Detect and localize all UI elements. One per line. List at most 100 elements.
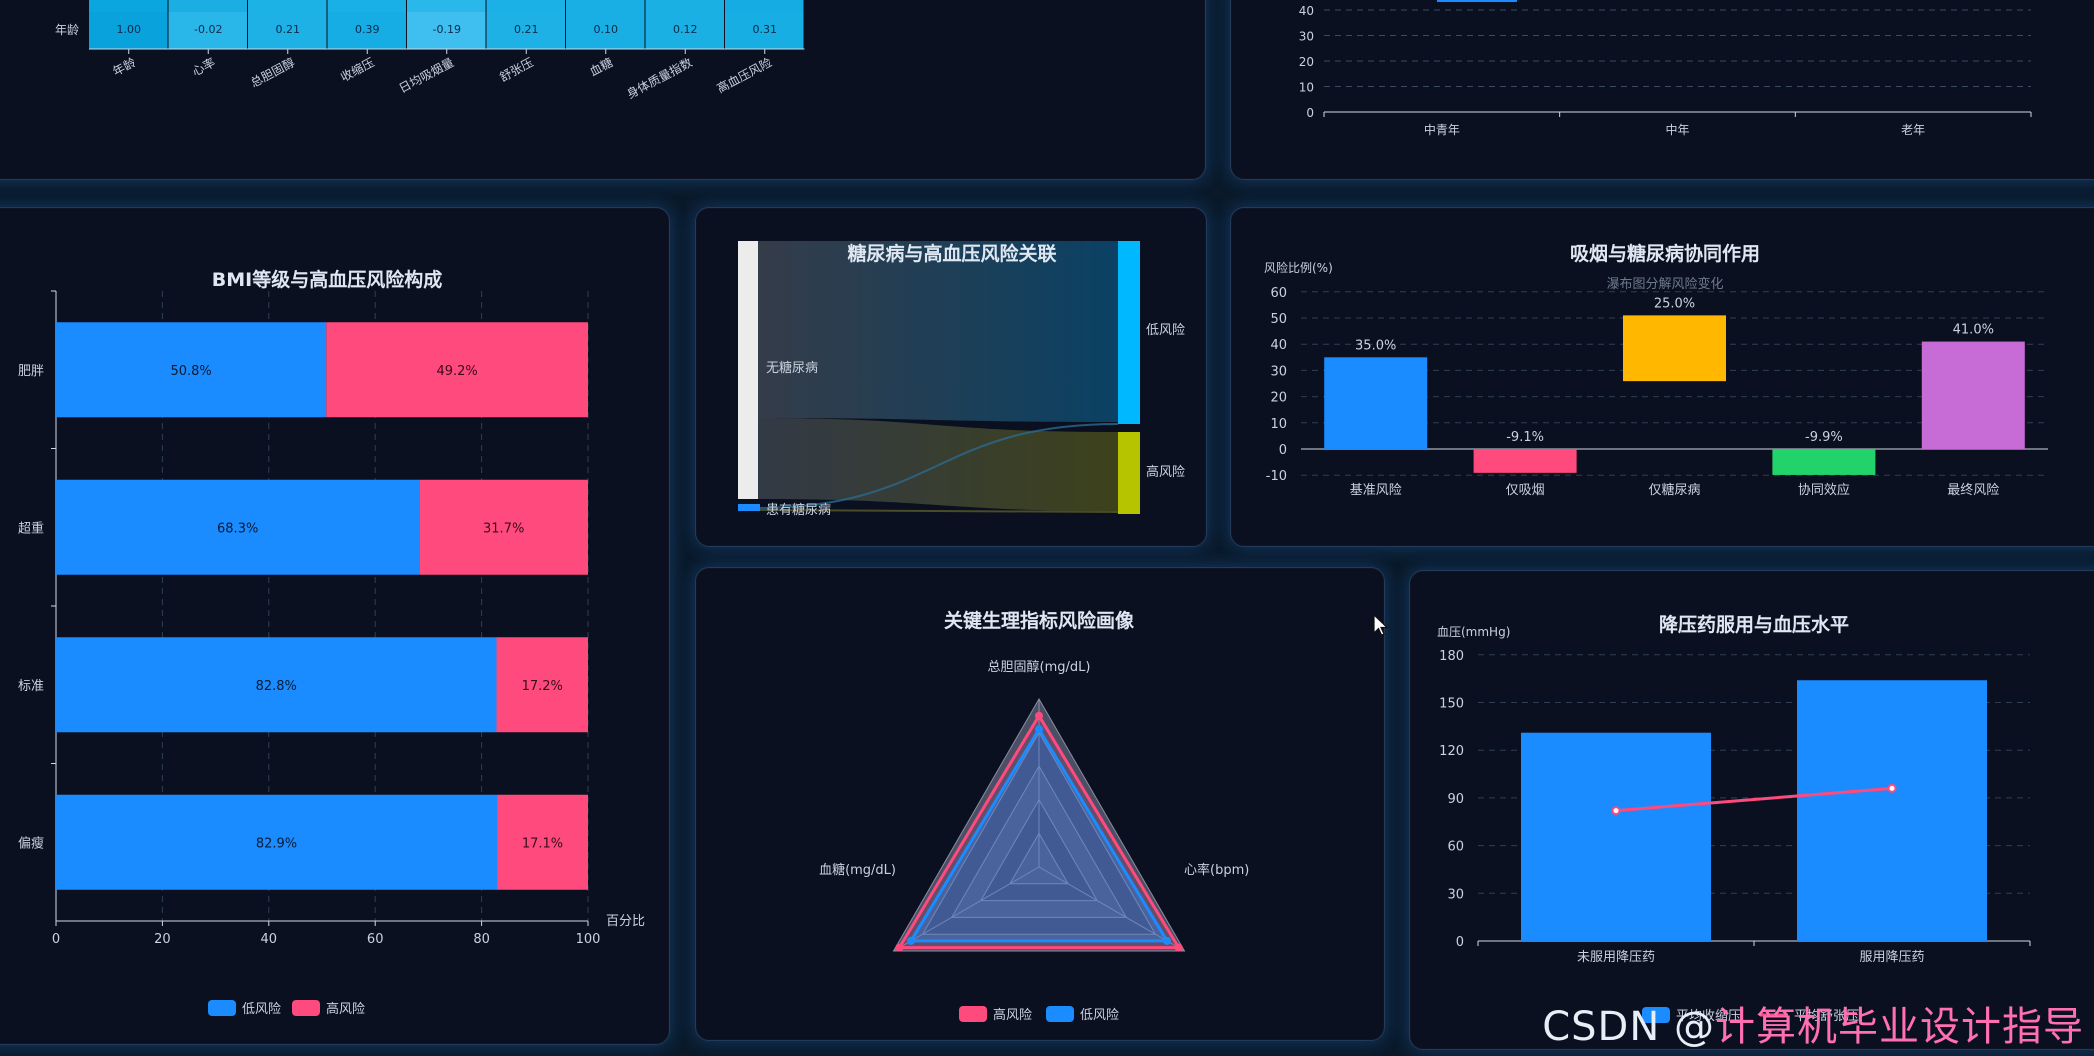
waterfall-y-tick: 20 xyxy=(1270,391,1287,406)
waterfall-category-label: 基准风险 xyxy=(1350,483,1402,498)
bp-y-tick: 150 xyxy=(1439,697,1464,712)
bp-diastolic-point xyxy=(1611,806,1621,816)
bmi-category-label: 超重 xyxy=(18,520,44,536)
sankey-link-diabetes-high xyxy=(757,509,1119,513)
age-y-tick: 10 xyxy=(1299,81,1314,95)
legend-swatch-high xyxy=(959,1006,987,1022)
waterfall-value-label: 35.0% xyxy=(1355,338,1396,353)
heatmap-cell xyxy=(407,12,486,49)
sankey-legend-swatch xyxy=(738,504,760,511)
heatmap-panel: 1.00 年龄 -0.02 心率 0.21 总胆固醇 0.39 收缩压 -0.19 日均吸烟量 0.… xyxy=(0,0,1206,180)
bmi-x-tick-label: 0 xyxy=(52,932,60,947)
watermark-author: 计算机毕业设计指导 xyxy=(1715,1004,2084,1050)
legend-label-low: 低风险 xyxy=(242,1002,281,1017)
waterfall-bar xyxy=(1473,449,1577,473)
heatmap-cell-upper xyxy=(248,0,327,12)
heatmap-cell xyxy=(486,12,565,49)
bmi-label-high: 17.2% xyxy=(522,679,563,694)
heatmap-value: -0.02 xyxy=(194,23,222,36)
heatmap-cell-upper xyxy=(486,0,565,12)
age-x-label: 中青年 xyxy=(1424,122,1460,137)
bmi-label-high: 31.7% xyxy=(483,521,524,536)
waterfall-value-label: -9.9% xyxy=(1805,430,1843,445)
bmi-label-low: 50.8% xyxy=(170,364,211,379)
bmi-label-high: 17.1% xyxy=(522,836,563,851)
legend-swatch-low xyxy=(208,1000,236,1016)
waterfall-category-label: 仅吸烟 xyxy=(1506,483,1545,498)
bmi-risk-panel: BMI等级与高血压风险构成 0 20 40 60 80 100 百分比 50.8% 49.2% 肥… xyxy=(0,207,670,1045)
heatmap-col-label: 总胆固醇 xyxy=(248,54,297,90)
waterfall-value-label: 41.0% xyxy=(1953,323,1994,338)
heatmap-cell-upper xyxy=(566,0,645,12)
waterfall-y-tick: 10 xyxy=(1270,417,1287,432)
heatmap-cell xyxy=(725,12,804,49)
waterfall-ylabel: 风险比例(%) xyxy=(1264,260,1333,275)
heatmap-cell xyxy=(248,12,327,49)
bmi-label-low: 82.8% xyxy=(256,679,297,694)
bmi-risk-chart: BMI等级与高血压风险构成 0 20 40 60 80 100 百分比 50.8% 49.2% 肥… xyxy=(18,268,645,1017)
bp-y-tick: 180 xyxy=(1439,649,1464,664)
legend-label-high: 高风险 xyxy=(326,1001,365,1017)
bp-category-label: 服用降压药 xyxy=(1859,950,1924,965)
radar-point xyxy=(895,943,904,952)
bp-diastolic-line xyxy=(1615,786,1893,813)
bmi-category-label: 标准 xyxy=(18,679,44,694)
age-series-line-fragment xyxy=(1437,0,1517,2)
mouse-cursor-icon xyxy=(1373,614,1389,636)
waterfall-value-label: -9.1% xyxy=(1506,430,1544,445)
waterfall-category-label: 最终风险 xyxy=(1947,482,1999,498)
heatmap-cell-upper xyxy=(168,0,247,12)
heatmap-row-label: 年龄 xyxy=(55,23,79,37)
bp-y-tick: 60 xyxy=(1447,840,1464,855)
radar-series-high-risk xyxy=(896,712,1182,950)
sankey-title: 糖尿病与高血压风险关联 xyxy=(847,242,1056,265)
age-group-panel: 0 10 20 30 40 中青年 中年 老年 xyxy=(1230,0,2094,180)
heatmap-value: 1.00 xyxy=(117,23,142,36)
age-y-tick: 40 xyxy=(1299,4,1314,18)
age-y-tick: 20 xyxy=(1299,55,1314,69)
waterfall-subtitle: 瀑布图分解风险变化 xyxy=(1606,276,1723,292)
watermark-prefix: CSDN @ xyxy=(1542,1004,1715,1050)
bmi-x-unit: 百分比 xyxy=(606,914,645,929)
heatmap-col-label: 高血压风险 xyxy=(714,54,774,95)
heatmap-col-label: 年龄 xyxy=(110,55,138,79)
heatmap-col-label: 血糖 xyxy=(587,54,615,79)
radar-panel: 关键生理指标风险画像 总胆固醇(mg/dL) 心率(bpm) 血糖(mg/dL) 高风… xyxy=(695,567,1385,1041)
bp-y-tick: 0 xyxy=(1456,935,1464,950)
waterfall-bar xyxy=(1623,315,1726,382)
radar-point xyxy=(906,936,915,945)
bmi-x-tick-label: 100 xyxy=(576,932,601,947)
legend-swatch-systolic xyxy=(1642,1007,1670,1023)
bmi-label-high: 49.2% xyxy=(436,364,477,379)
radar-point xyxy=(1174,943,1183,952)
radar-title: 关键生理指标风险画像 xyxy=(944,609,1135,632)
sankey-label-diabetes: 患有糖尿病 xyxy=(766,502,831,518)
heatmap-cell-upper xyxy=(725,0,804,12)
bmi-x-tick-label: 60 xyxy=(367,932,384,947)
heatmap-value: 0.21 xyxy=(276,23,301,36)
bp-y-tick: 30 xyxy=(1447,887,1464,902)
waterfall-y-tick: 0 xyxy=(1279,443,1287,458)
sankey-link-no-diabetes-low xyxy=(758,241,1118,422)
radar-axis xyxy=(893,866,1040,952)
radar-indicator-label: 血糖(mg/dL) xyxy=(819,862,896,878)
radar-indicator-label: 总胆固醇(mg/dL) xyxy=(988,659,1091,675)
bmi-bar-high-risk xyxy=(496,637,588,733)
sankey-node-no-diabetes xyxy=(738,241,758,499)
diabetes-sankey-panel: 糖尿病与高血压风险关联 无糖尿病 患有糖尿病 低风险 高风险 xyxy=(695,207,1207,547)
bmi-bar-low-risk xyxy=(56,322,327,418)
bp-y-tick: 120 xyxy=(1439,744,1464,759)
heatmap-cell-upper xyxy=(89,0,168,12)
heatmap-col-label: 收缩压 xyxy=(338,54,377,84)
heatmap-value: 0.12 xyxy=(673,23,698,36)
bp-diastolic-point xyxy=(1887,783,1897,793)
sankey-node-low-risk xyxy=(1118,241,1140,424)
waterfall-y-tick: 60 xyxy=(1270,286,1287,301)
legend-label-diastolic: 平均舒张压 xyxy=(1794,1009,1859,1024)
sankey-link-diabetes-low xyxy=(757,423,1119,509)
age-y-tick: 0 xyxy=(1306,106,1314,120)
bmi-x-tick-label: 80 xyxy=(473,932,490,947)
legend-label-high: 高风险 xyxy=(993,1007,1032,1023)
heatmap-col-label: 舒张压 xyxy=(497,55,535,84)
